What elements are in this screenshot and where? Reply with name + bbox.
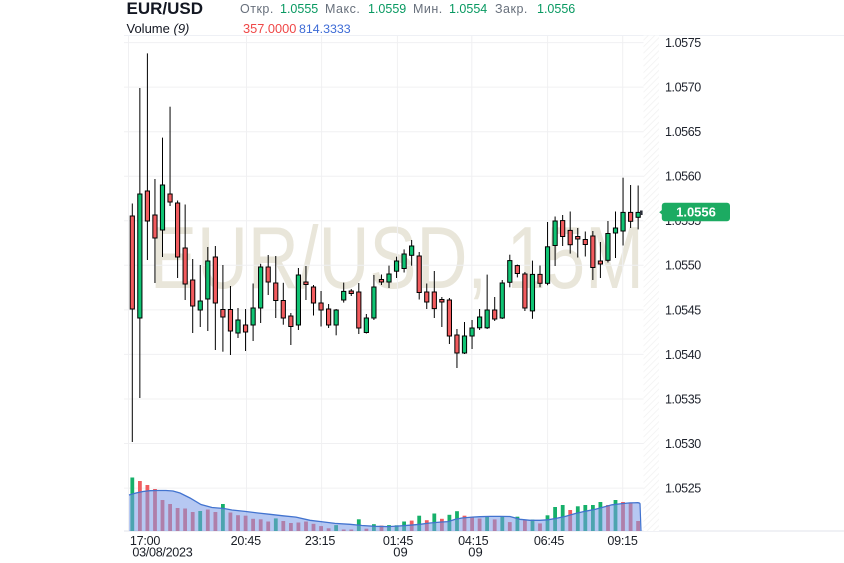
svg-text:1.0559: 1.0559 xyxy=(368,2,406,16)
svg-text:1.0555: 1.0555 xyxy=(280,2,318,16)
svg-text:1.0570: 1.0570 xyxy=(665,81,701,95)
svg-text:1.0530: 1.0530 xyxy=(665,437,701,451)
svg-text:Volume (9): Volume (9) xyxy=(127,21,190,36)
svg-text:1.0525: 1.0525 xyxy=(665,482,701,496)
svg-text:04:15: 04:15 xyxy=(458,534,489,548)
svg-text:814.3333: 814.3333 xyxy=(299,22,351,36)
svg-text:Откр.: Откр. xyxy=(240,2,274,16)
svg-text:09:15: 09:15 xyxy=(607,534,638,548)
svg-text:1.0540: 1.0540 xyxy=(665,348,701,362)
svg-text:09: 09 xyxy=(393,545,407,559)
svg-text:01:45: 01:45 xyxy=(383,534,414,548)
svg-text:1.0535: 1.0535 xyxy=(665,392,701,406)
svg-text:1.0575: 1.0575 xyxy=(665,36,701,50)
svg-text:1.0550: 1.0550 xyxy=(665,259,701,273)
svg-text:Мин.: Мин. xyxy=(413,2,443,16)
svg-text:1.0560: 1.0560 xyxy=(665,170,701,184)
svg-text:1.0554: 1.0554 xyxy=(449,2,487,16)
svg-text:Закр.: Закр. xyxy=(495,2,528,16)
svg-text:1.0556: 1.0556 xyxy=(676,204,716,219)
svg-text:1.0545: 1.0545 xyxy=(665,303,701,317)
svg-text:1.0556: 1.0556 xyxy=(537,2,575,16)
svg-text:17:00: 17:00 xyxy=(130,534,161,548)
svg-text:1.0565: 1.0565 xyxy=(665,125,701,139)
svg-text:20:45: 20:45 xyxy=(231,534,262,548)
svg-text:Макс.: Макс. xyxy=(325,2,360,16)
svg-text:23:15: 23:15 xyxy=(305,534,336,548)
svg-text:09: 09 xyxy=(468,545,482,559)
svg-text:EUR/USD: EUR/USD xyxy=(127,0,204,18)
svg-text:03/08/2023: 03/08/2023 xyxy=(132,546,192,559)
svg-text:06:45: 06:45 xyxy=(534,534,565,548)
svg-text:357.0000: 357.0000 xyxy=(243,21,296,36)
